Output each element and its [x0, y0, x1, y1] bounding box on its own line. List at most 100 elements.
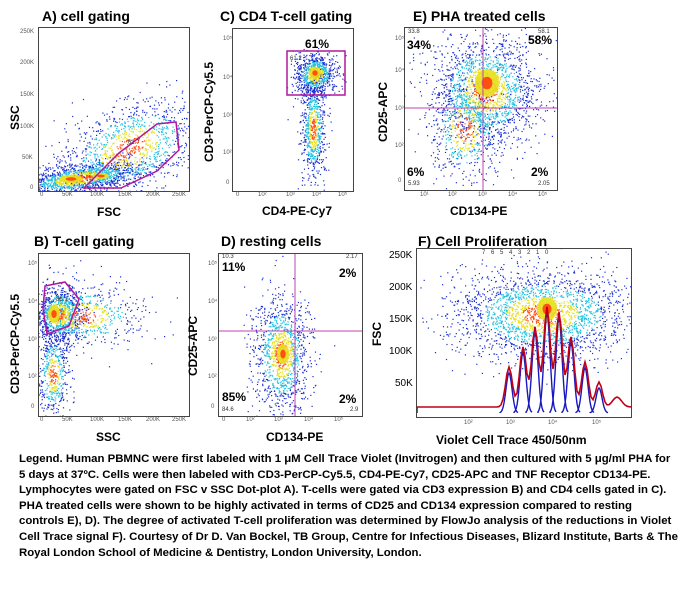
- panel-d-xtick-0: 0: [222, 417, 226, 423]
- panel-f-generations: 7 6 5 4 3 2 1 0: [482, 250, 551, 256]
- panel-e-q-ll: 6%: [407, 165, 425, 179]
- panel-f-xtick-1e5: 10⁵: [592, 420, 602, 426]
- panel-e-ylabel: CD25-APC: [376, 81, 390, 142]
- panel-d-title: D) resting cells: [221, 233, 322, 249]
- panel-f-ytick-250k: 250K: [389, 250, 413, 261]
- panel-f-ytick-100k: 100K: [389, 346, 413, 357]
- panel-b-xtick-150k: 150K: [118, 417, 133, 423]
- panel-a-xtick-250k: 250K: [172, 192, 187, 198]
- panel-f-generation-peak: [575, 366, 595, 414]
- panel-d-ytick-1e2: 10²: [208, 374, 217, 380]
- panel-f-xtick-1e3: 10³: [506, 420, 515, 426]
- panel-d-ytick-0: 0: [211, 404, 215, 410]
- panel-e-q-ul: 34%: [407, 38, 432, 52]
- panel-a-ytick-0: 0: [30, 185, 34, 191]
- panel-c-ytick-1e3: 10³: [223, 113, 232, 119]
- panel-e-ytick-1e4: 10⁴: [395, 68, 405, 74]
- panel-f-histogram-total: [417, 306, 631, 413]
- figure-legend: Legend. Human PBMNC were first labeled w…: [19, 453, 678, 559]
- panel-d-ytick-1e3: 10³: [208, 337, 217, 343]
- panel-b-title: B) T-cell gating: [34, 233, 135, 249]
- panel-b-gate: [42, 281, 80, 336]
- panel-f-title: F) Cell Proliferation: [418, 233, 548, 249]
- panel-d-ytick-1e5: 10⁵: [208, 261, 218, 267]
- panel-b-xtick-0: 0: [40, 417, 44, 423]
- panel-f-xtick-1e2: 10²: [464, 420, 473, 426]
- panel-f-xtick-1e4: 10⁴: [548, 420, 558, 426]
- panel-f-generation-peak: [589, 386, 609, 414]
- panel-c-ylabel: CD3-PerCP-Cy5.5: [202, 61, 216, 162]
- panel-e-ytick-1e5: 10⁵: [395, 36, 405, 42]
- panel-c-xtick-1e2: 10²: [258, 192, 267, 198]
- panel-a-ytick-150k: 150K: [20, 92, 35, 98]
- panel-d-plot: [218, 253, 363, 417]
- panel-a-xtick-200k: 200K: [146, 192, 161, 198]
- panel-d-q-lr-small: 2.9: [350, 407, 359, 413]
- panel-e-ytick-1e3: 10³: [395, 106, 404, 112]
- panel-b-ytick-0: 0: [31, 404, 35, 410]
- panel-e-plot: [404, 27, 558, 191]
- panel-e-density-peak: [481, 76, 493, 90]
- panel-c-gate-value: 61.2: [290, 56, 302, 62]
- panel-c-gate: [286, 50, 346, 96]
- panel-a-title: A) cell gating: [42, 8, 130, 24]
- panel-d-xtick-1e4: 10⁴: [304, 417, 314, 423]
- panel-e-q-lr: 2%: [531, 165, 549, 179]
- panel-f-ytick-200k: 200K: [389, 282, 413, 293]
- panel-e-q-ll-small: 5.93: [408, 181, 420, 187]
- panel-c-gate-pct: 61%: [305, 37, 330, 51]
- panel-b-xtick-250k: 250K: [172, 417, 187, 423]
- panel-d-q-ur: 2%: [339, 266, 357, 280]
- panel-d-ytick-1e4: 10⁴: [208, 299, 218, 305]
- panel-a-ytick-100k: 100K: [20, 124, 35, 130]
- panel-e-q-ur: 58%: [528, 33, 553, 47]
- panel-b-gate-value: 88.1: [56, 297, 68, 303]
- panel-a-monocyte-cloud: [43, 80, 189, 191]
- panel-c-title: C) CD4 T-cell gating: [220, 8, 353, 24]
- panel-b-xtick-100k: 100K: [90, 417, 105, 423]
- panel-e-title: E) PHA treated cells: [413, 8, 546, 24]
- panel-a-gate: [82, 121, 180, 189]
- panel-e-q-ul-small: 33.8: [408, 29, 420, 35]
- panel-a-xtick-150k: 150K: [118, 192, 133, 198]
- panel-d-q-ll: 85%: [222, 390, 247, 404]
- panel-b-ytick-1e2: 10²: [28, 374, 37, 380]
- panel-a-density2-peak: [97, 174, 105, 178]
- panel-b-xtick-200k: 200K: [146, 417, 161, 423]
- panel-a-ytick-50k: 50K: [22, 155, 33, 161]
- panel-c-xtick-1e4: 10⁴: [312, 192, 322, 198]
- panel-e-xtick-1e4: 10⁴: [508, 192, 518, 198]
- panel-e-xtick-1e1: 10¹: [420, 192, 429, 198]
- panel-d-q-ur-small: 2.17: [346, 254, 358, 260]
- panel-c-ytick-1e2: 10²: [223, 150, 232, 156]
- panel-d-resting-cloud: [243, 255, 336, 416]
- panel-c-ytick-0: 0: [226, 180, 230, 186]
- panel-a-density-peak: [65, 177, 77, 181]
- panel-d-xtick-1e3: 10³: [274, 417, 283, 423]
- panel-e-ytick-1e2: 10²: [395, 143, 404, 149]
- panel-f-xlabel: Violet Cell Trace 450/50nm: [436, 433, 587, 447]
- panel-b-plot: [38, 253, 190, 417]
- panel-c-ytick-1e4: 10⁴: [223, 75, 233, 81]
- panel-e-xtick-1e5: 10⁵: [538, 192, 548, 198]
- panel-f-plot: [416, 248, 632, 418]
- panel-a-ytick-250k: 250K: [20, 29, 35, 35]
- panel-a-xtick-100k: 100K: [90, 192, 105, 198]
- panel-f-generation-peak: [561, 340, 581, 413]
- panel-a-xtick-0: 0: [40, 192, 44, 198]
- panel-f-ylabel: FSC: [370, 322, 384, 346]
- panel-b-xlabel: SSC: [96, 430, 121, 444]
- panel-e-q-ur-small: 58.1: [538, 29, 550, 35]
- panel-b-tail-cloud: [39, 265, 178, 368]
- panel-a-plot: [38, 27, 190, 192]
- panel-b-negative-cloud: [39, 315, 75, 416]
- panel-c-cd8-cloud: [287, 51, 333, 191]
- panel-c-ytick-1e5: 10⁵: [223, 36, 233, 42]
- panel-b-ytick-1e4: 10⁴: [28, 299, 38, 305]
- panel-b-ytick-1e3: 10³: [28, 337, 37, 343]
- panel-a-gate-value: 61.7: [128, 140, 140, 146]
- panel-b-ylabel: CD3-PerCP-Cy5.5: [8, 293, 22, 394]
- panel-e-q-lr-small: 2.05: [538, 181, 550, 187]
- panel-d-ylabel: CD25-APC: [186, 315, 200, 376]
- panel-a-xlabel: FSC: [97, 205, 121, 219]
